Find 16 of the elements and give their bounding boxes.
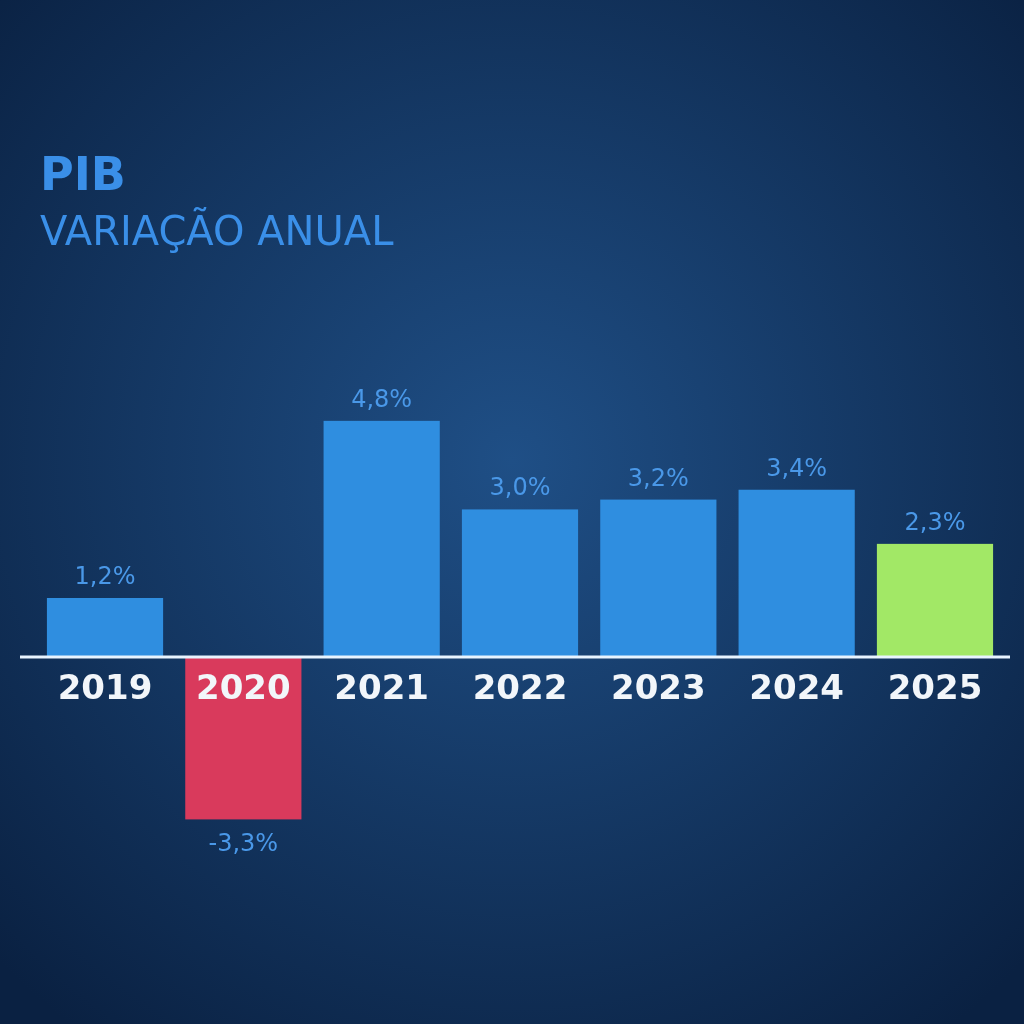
x-tick-label: 2023 (611, 667, 706, 708)
x-tick-label: 2024 (749, 667, 844, 708)
x-tick-label: 2025 (887, 667, 983, 708)
x-tick-label: 2019 (57, 667, 153, 708)
chart-subtitle: VARIAÇÃO ANUAL (40, 207, 395, 254)
x-tick-label: 2021 (334, 667, 429, 708)
data-label: 3,2% (627, 463, 689, 492)
data-label: -3,3% (208, 829, 279, 858)
chart-title: PIB (40, 147, 126, 201)
data-label: 1,2% (74, 561, 136, 590)
data-label: 2,3% (904, 507, 966, 536)
x-tick-label: 2022 (472, 667, 568, 708)
data-label: 3,0% (489, 473, 551, 502)
data-label: 4,8% (351, 384, 413, 413)
x-tick-label: 2020 (196, 667, 291, 708)
data-label: 3,4% (766, 453, 828, 482)
